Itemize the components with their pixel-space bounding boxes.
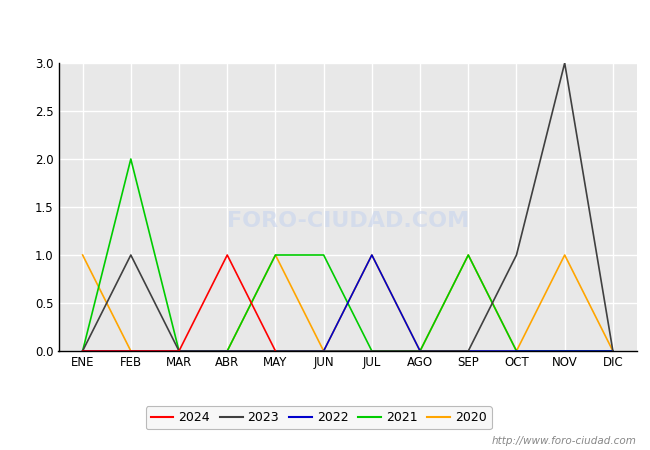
Text: Matriculaciones de Vehículos en Montmaneu: Matriculaciones de Vehículos en Montmane… [140,18,510,36]
Legend: 2024, 2023, 2022, 2021, 2020: 2024, 2023, 2022, 2021, 2020 [146,406,491,429]
Text: http://www.foro-ciudad.com: http://www.foro-ciudad.com [492,436,637,446]
Text: FORO-CIUDAD.COM: FORO-CIUDAD.COM [227,212,469,231]
